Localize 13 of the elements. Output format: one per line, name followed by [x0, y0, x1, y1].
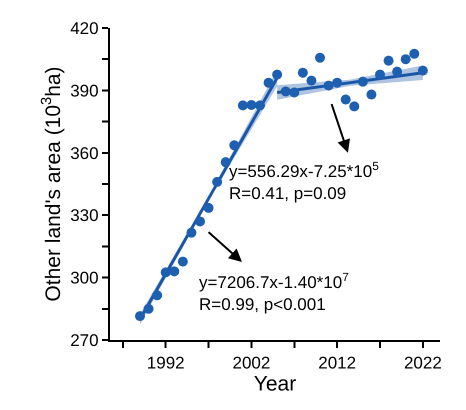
text: y=7206.7x-1.40*10$^{7}$ R=0.99, p<0.001 — [199, 270, 349, 314]
y-tick-label: 330 — [70, 206, 99, 226]
x-tick-label: 2022 — [404, 353, 442, 372]
text: y=556.29x-7.25*10$^{5}$ R=0.41, p=0.09 — [229, 159, 379, 204]
x-tick-label: 1992 — [146, 353, 185, 372]
y-tick-label: 270 — [70, 330, 99, 350]
y-tick-label: 420 — [70, 18, 99, 38]
x-tick-label: 2012 — [318, 353, 356, 372]
y-tick-label: 360 — [70, 144, 99, 163]
y-tick-label: 300 — [70, 268, 99, 288]
y-tick-label: 390 — [70, 81, 99, 100]
x-tick-label: 2002 — [232, 353, 270, 372]
x-axis-title: Year — [254, 372, 296, 396]
